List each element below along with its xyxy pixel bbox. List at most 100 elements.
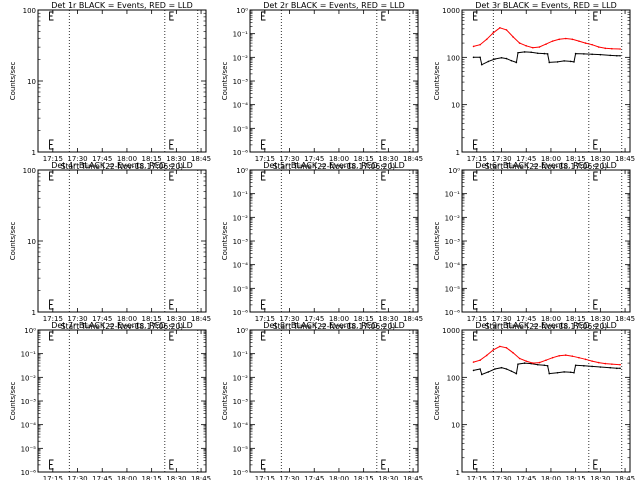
chart-1-title: Det 1r BLACK = Events, RED = LLD	[51, 1, 193, 10]
chart-7-x-tick-label: 18:15	[142, 475, 162, 480]
chart-6-y-tick-label: 10⁻³	[445, 238, 461, 246]
chart-9-series-2-point	[518, 357, 521, 360]
chart-9-series-1-point	[536, 363, 539, 366]
chart-1-x-tick-label: 17:15	[43, 155, 63, 163]
chart-8-x-tick-label: 17:45	[304, 475, 324, 480]
chart-9-series-2-point	[571, 355, 574, 357]
chart-1-x-tick-label: 18:00	[117, 155, 137, 163]
chart-9-series-1-point	[583, 365, 585, 367]
chart-9-y-tick-label: 10	[451, 422, 460, 430]
chart-3-series-2-point	[512, 36, 514, 38]
chart-3-series-1-point	[530, 51, 532, 54]
chart-9-series-2-point	[578, 356, 580, 359]
chart-3-series-1-point	[536, 52, 539, 55]
chart-8-x-tick-label: 18:45	[403, 475, 423, 480]
chart-7-title: Det 7r BLACK = Events, RED = LLD	[51, 321, 193, 330]
chart-3-series-2-point	[525, 45, 528, 47]
chart-3-e-marker-bottom	[593, 139, 598, 150]
chart-7-y-tick-label: 10⁰	[24, 327, 36, 335]
chart-4-x-tick-label: 18:45	[191, 315, 211, 323]
chart-9-series-1-point	[523, 362, 526, 364]
chart-3-series-1-point	[556, 61, 559, 63]
chart-3-series-2-point	[578, 40, 580, 42]
chart-7-x-tick-label: 18:00	[117, 475, 137, 480]
chart-3-series-1-point	[510, 59, 513, 62]
chart-5-xlabel: Start Time (22-Nov-18 17:06:20)	[273, 322, 395, 331]
chart-9-series-1-point	[619, 367, 621, 370]
chart-7-y-tick-label: 10⁻¹	[21, 351, 37, 359]
chart-3-series-1-point	[543, 52, 546, 55]
chart-9-y-tick-label: 1000	[442, 327, 460, 335]
chart-3-series-1-point	[494, 58, 496, 60]
chart-9-series-2-point	[472, 361, 475, 363]
chart-4-x-tick-label: 17:45	[92, 315, 112, 323]
chart-9-series-2-point	[525, 360, 528, 362]
chart-3-e-marker-top	[593, 11, 598, 21]
chart-4-x-tick-label: 18:15	[142, 315, 162, 323]
chart-3-ylabel: Counts/sec	[433, 62, 441, 101]
chart-1-x-tick-label: 18:30	[166, 155, 186, 163]
chart-7-ylabel: Counts/sec	[9, 382, 17, 421]
chart-3-series-1-point	[573, 61, 575, 63]
chart-3-x-tick-label: 17:45	[516, 155, 536, 163]
chart-3-series-1-point	[487, 60, 490, 63]
chart-3-series-2-point	[538, 46, 541, 48]
chart-3-series-lld-line	[473, 27, 621, 50]
chart-4-x-tick-label: 17:15	[43, 315, 63, 323]
chart-7-e-marker-bottom	[49, 459, 54, 470]
chart-6-e-marker-top	[593, 171, 598, 181]
chart-2-y-tick-label: 10⁰	[236, 7, 248, 15]
chart-7-x-tick-label: 17:30	[67, 475, 87, 480]
chart-3-series-1-point	[569, 60, 572, 63]
chart-3-series-2-point	[597, 46, 600, 48]
chart-2-x-tick-label: 18:15	[354, 155, 374, 163]
chart-2-e-marker-bottom	[381, 139, 386, 150]
chart-2-x-tick-label: 17:30	[279, 155, 299, 163]
chart-3-series-2-point	[619, 48, 621, 50]
chart-9-series-1-point	[569, 371, 572, 374]
chart-1-ylabel: Counts/sec	[9, 62, 17, 101]
chart-9-series-1-point	[487, 371, 490, 373]
chart-9-series-2-point	[591, 360, 593, 362]
chart-3-series-1-point	[574, 52, 577, 55]
chart-1-e-marker-bottom	[169, 139, 174, 150]
chart-6-ylabel: Counts/sec	[433, 222, 441, 261]
chart-8-e-marker-bottom	[261, 459, 266, 470]
chart-9-series-1-point	[556, 371, 559, 374]
chart-9-series-1-point	[515, 372, 518, 375]
chart-4-ylabel: Counts/sec	[9, 222, 17, 261]
chart-3-xlabel: Start Time (22-Nov-18 17:06:20)	[485, 162, 607, 171]
chart-6-y-tick-label: 10⁻⁴	[445, 262, 461, 270]
chart-6-y-tick-label: 10⁻¹	[445, 191, 461, 199]
chart-9-series-1-point	[543, 364, 546, 367]
chart-4-x-tick-label: 17:30	[67, 315, 87, 323]
chart-2-frame	[249, 9, 419, 153]
chart-2-x-tick-label: 18:30	[378, 155, 398, 163]
chart-2-y-tick-label: 10⁻⁶	[233, 149, 249, 157]
chart-9-series-1-point	[479, 368, 481, 370]
chart-1-x-tick-label: 17:45	[92, 155, 112, 163]
chart-3-series-2-point	[505, 29, 508, 31]
chart-9-x-tick-label: 17:15	[467, 475, 487, 480]
chart-9-x-tick-label: 17:30	[491, 475, 511, 480]
chart-1-x-tick-label: 18:15	[142, 155, 162, 163]
chart-7-x-tick-label: 17:15	[43, 475, 63, 480]
chart-2-y-tick-label: 10⁻⁵	[233, 125, 249, 133]
chart-4-e-marker-bottom	[169, 299, 174, 310]
chart-5-e-marker-top	[261, 171, 266, 181]
chart-9-series-1-point	[472, 369, 475, 372]
chart-7-y-tick-label: 10⁻⁴	[21, 422, 37, 430]
chart-6-x-tick-label: 17:45	[516, 315, 536, 323]
chart-4-e-marker-bottom	[49, 299, 54, 310]
chart-1-e-marker-top	[49, 11, 54, 21]
chart-6-e-marker-bottom	[473, 299, 478, 310]
chart-8-y-tick-label: 10⁻⁵	[233, 445, 249, 453]
chart-5-x-tick-label: 17:30	[279, 315, 299, 323]
chart-1-x-tick-label: 18:45	[191, 155, 211, 163]
chart-3-series-1-point	[505, 57, 508, 60]
chart-5-x-tick-label: 18:15	[354, 315, 374, 323]
chart-9-e-marker-top	[593, 331, 598, 341]
chart-2-y-tick-label: 10⁻²	[233, 54, 249, 62]
chart-8-e-marker-top	[261, 331, 266, 341]
